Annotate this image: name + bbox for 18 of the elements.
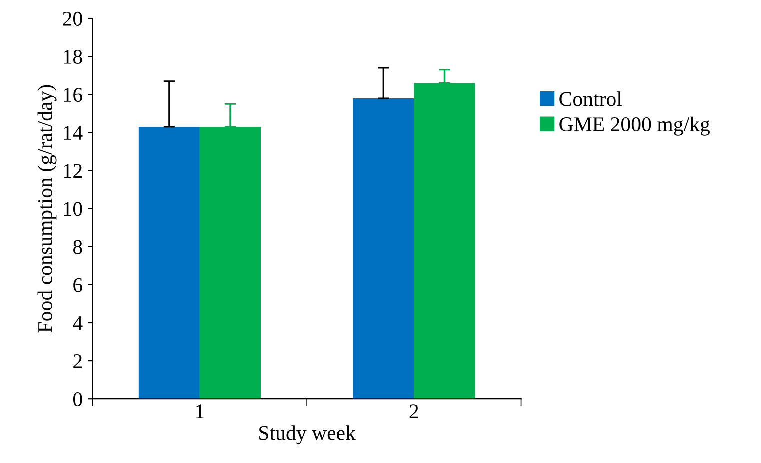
legend-label: Control — [560, 92, 622, 106]
y-tick-label: 10 — [64, 202, 82, 216]
x-tick-label: 1 — [196, 404, 204, 418]
y-tick-label: 0 — [73, 392, 82, 407]
y-tick-label: 20 — [63, 12, 82, 26]
y-tick-label: 16 — [64, 88, 82, 102]
legend-label: GME 2000 mg/kg — [560, 116, 710, 136]
y-tick-label: 14 — [64, 126, 83, 140]
y-axis-title: Food consumption (g/rat/day) — [38, 85, 57, 333]
y-tick-label: 6 — [74, 278, 82, 292]
bar — [353, 98, 414, 400]
y-tick-label: 8 — [73, 240, 82, 254]
y-tick-label: 4 — [73, 316, 83, 330]
y-tick-label: 12 — [64, 164, 82, 178]
x-axis-title: Study week — [260, 426, 356, 445]
bar — [138, 126, 200, 400]
y-tick-label: 18 — [64, 50, 82, 64]
y-tick-label: 2 — [74, 354, 82, 368]
